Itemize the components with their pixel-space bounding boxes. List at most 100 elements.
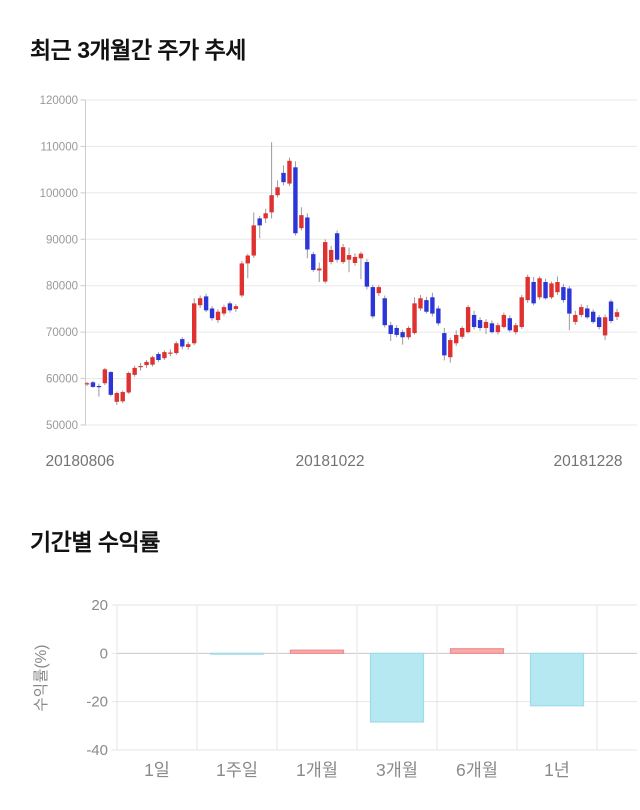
candle-body[interactable]	[203, 296, 209, 311]
candle-body[interactable]	[358, 253, 364, 259]
candle-body[interactable]	[197, 298, 203, 306]
candle-body[interactable]	[334, 233, 340, 260]
candle-body[interactable]	[346, 255, 352, 260]
candle-body[interactable]	[90, 382, 96, 387]
candle-body[interactable]	[388, 325, 393, 334]
candle-body[interactable]	[430, 297, 435, 314]
candle-body[interactable]	[567, 288, 572, 314]
candle-body[interactable]	[239, 263, 245, 296]
candle-body[interactable]	[465, 307, 471, 333]
candle-body[interactable]	[579, 307, 584, 315]
candle-body[interactable]	[311, 254, 316, 270]
candle-body[interactable]	[150, 357, 155, 365]
candle-body[interactable]	[305, 217, 310, 250]
candle-body[interactable]	[459, 327, 465, 337]
candle-body[interactable]	[424, 300, 429, 312]
candle-body[interactable]	[370, 287, 376, 317]
candle-body[interactable]	[132, 367, 137, 375]
candle-body[interactable]	[156, 353, 161, 360]
candle-body[interactable]	[442, 333, 447, 356]
candle-body[interactable]	[168, 352, 173, 354]
candle-body[interactable]	[84, 383, 90, 385]
returns-y-tick-label: 0	[100, 645, 108, 662]
candle-body[interactable]	[144, 361, 149, 366]
candle-body[interactable]	[573, 314, 578, 322]
candle-body[interactable]	[382, 298, 387, 326]
candle-body[interactable]	[596, 317, 602, 328]
candle-body[interactable]	[263, 213, 268, 219]
candle-body[interactable]	[400, 332, 405, 338]
candle-body[interactable]	[406, 327, 411, 338]
candle-body[interactable]	[108, 372, 114, 395]
candle-body[interactable]	[495, 325, 501, 333]
candle-body[interactable]	[114, 392, 119, 402]
candle-body[interactable]	[585, 308, 590, 318]
candle-body[interactable]	[376, 287, 381, 294]
candle-body[interactable]	[513, 325, 518, 333]
candle-body[interactable]	[477, 320, 483, 328]
candle-body[interactable]	[501, 314, 507, 328]
candle-body[interactable]	[352, 256, 358, 263]
candle-body[interactable]	[233, 306, 239, 309]
candle-body[interactable]	[174, 343, 179, 354]
candle-body[interactable]	[293, 167, 298, 234]
candle-body[interactable]	[102, 369, 108, 384]
candle-body[interactable]	[317, 268, 322, 271]
candle-body[interactable]	[251, 225, 256, 256]
price-chart-title: 최근 3개월간 주가 추세	[30, 37, 246, 63]
candle-body[interactable]	[275, 187, 280, 196]
candle-body[interactable]	[96, 386, 102, 388]
candle-body[interactable]	[299, 215, 304, 229]
candle-body[interactable]	[323, 242, 328, 282]
candle-body[interactable]	[180, 339, 185, 347]
candle-body[interactable]	[221, 307, 227, 314]
candle-body[interactable]	[287, 160, 292, 184]
candle-body[interactable]	[454, 334, 459, 344]
candle-body[interactable]	[525, 276, 530, 301]
candle-body[interactable]	[126, 373, 131, 393]
returns-y-tick-label: -40	[86, 742, 108, 759]
candle-body[interactable]	[257, 218, 262, 226]
candle-body[interactable]	[281, 172, 286, 183]
candle-body[interactable]	[245, 255, 250, 264]
candle-body[interactable]	[561, 287, 566, 301]
candle-body[interactable]	[269, 195, 274, 213]
candle-body[interactable]	[328, 249, 334, 263]
candle-body[interactable]	[138, 366, 143, 368]
candle-body[interactable]	[448, 340, 453, 358]
candle-body[interactable]	[590, 311, 596, 322]
candle-body[interactable]	[186, 344, 191, 347]
candle-body[interactable]	[489, 323, 495, 333]
candle-body[interactable]	[543, 282, 548, 299]
candle-body[interactable]	[412, 303, 417, 334]
candle-body[interactable]	[507, 318, 513, 331]
returns-bar[interactable]	[449, 648, 505, 654]
candle-body[interactable]	[614, 312, 620, 317]
candle-body[interactable]	[209, 308, 215, 319]
candle-body[interactable]	[227, 303, 233, 311]
candle-body[interactable]	[549, 283, 554, 298]
candle-body[interactable]	[471, 314, 477, 328]
candle-body[interactable]	[436, 308, 441, 324]
returns-bar[interactable]	[289, 649, 345, 654]
candle-body[interactable]	[537, 278, 542, 298]
candle-body[interactable]	[364, 262, 370, 287]
candle-body[interactable]	[394, 327, 399, 335]
candle-body[interactable]	[191, 303, 197, 344]
candle-body[interactable]	[162, 352, 167, 359]
candle-body[interactable]	[215, 311, 221, 321]
candle-body[interactable]	[531, 282, 536, 304]
candle-body[interactable]	[602, 317, 608, 336]
candle-body[interactable]	[519, 297, 524, 328]
candle-body[interactable]	[418, 298, 423, 309]
returns-bar[interactable]	[529, 652, 585, 707]
candle-body[interactable]	[608, 301, 614, 322]
candle-body[interactable]	[120, 392, 125, 402]
candle-body[interactable]	[340, 247, 346, 263]
returns-bar-chart: 20 0 -20 -40 1일 1주일 1개월 3개월 6개월 1년 수익률(%)	[32, 597, 637, 780]
candle-body[interactable]	[483, 321, 489, 328]
candle-body[interactable]	[555, 282, 560, 293]
returns-bar[interactable]	[369, 652, 425, 723]
returns-bar[interactable]	[209, 652, 265, 655]
